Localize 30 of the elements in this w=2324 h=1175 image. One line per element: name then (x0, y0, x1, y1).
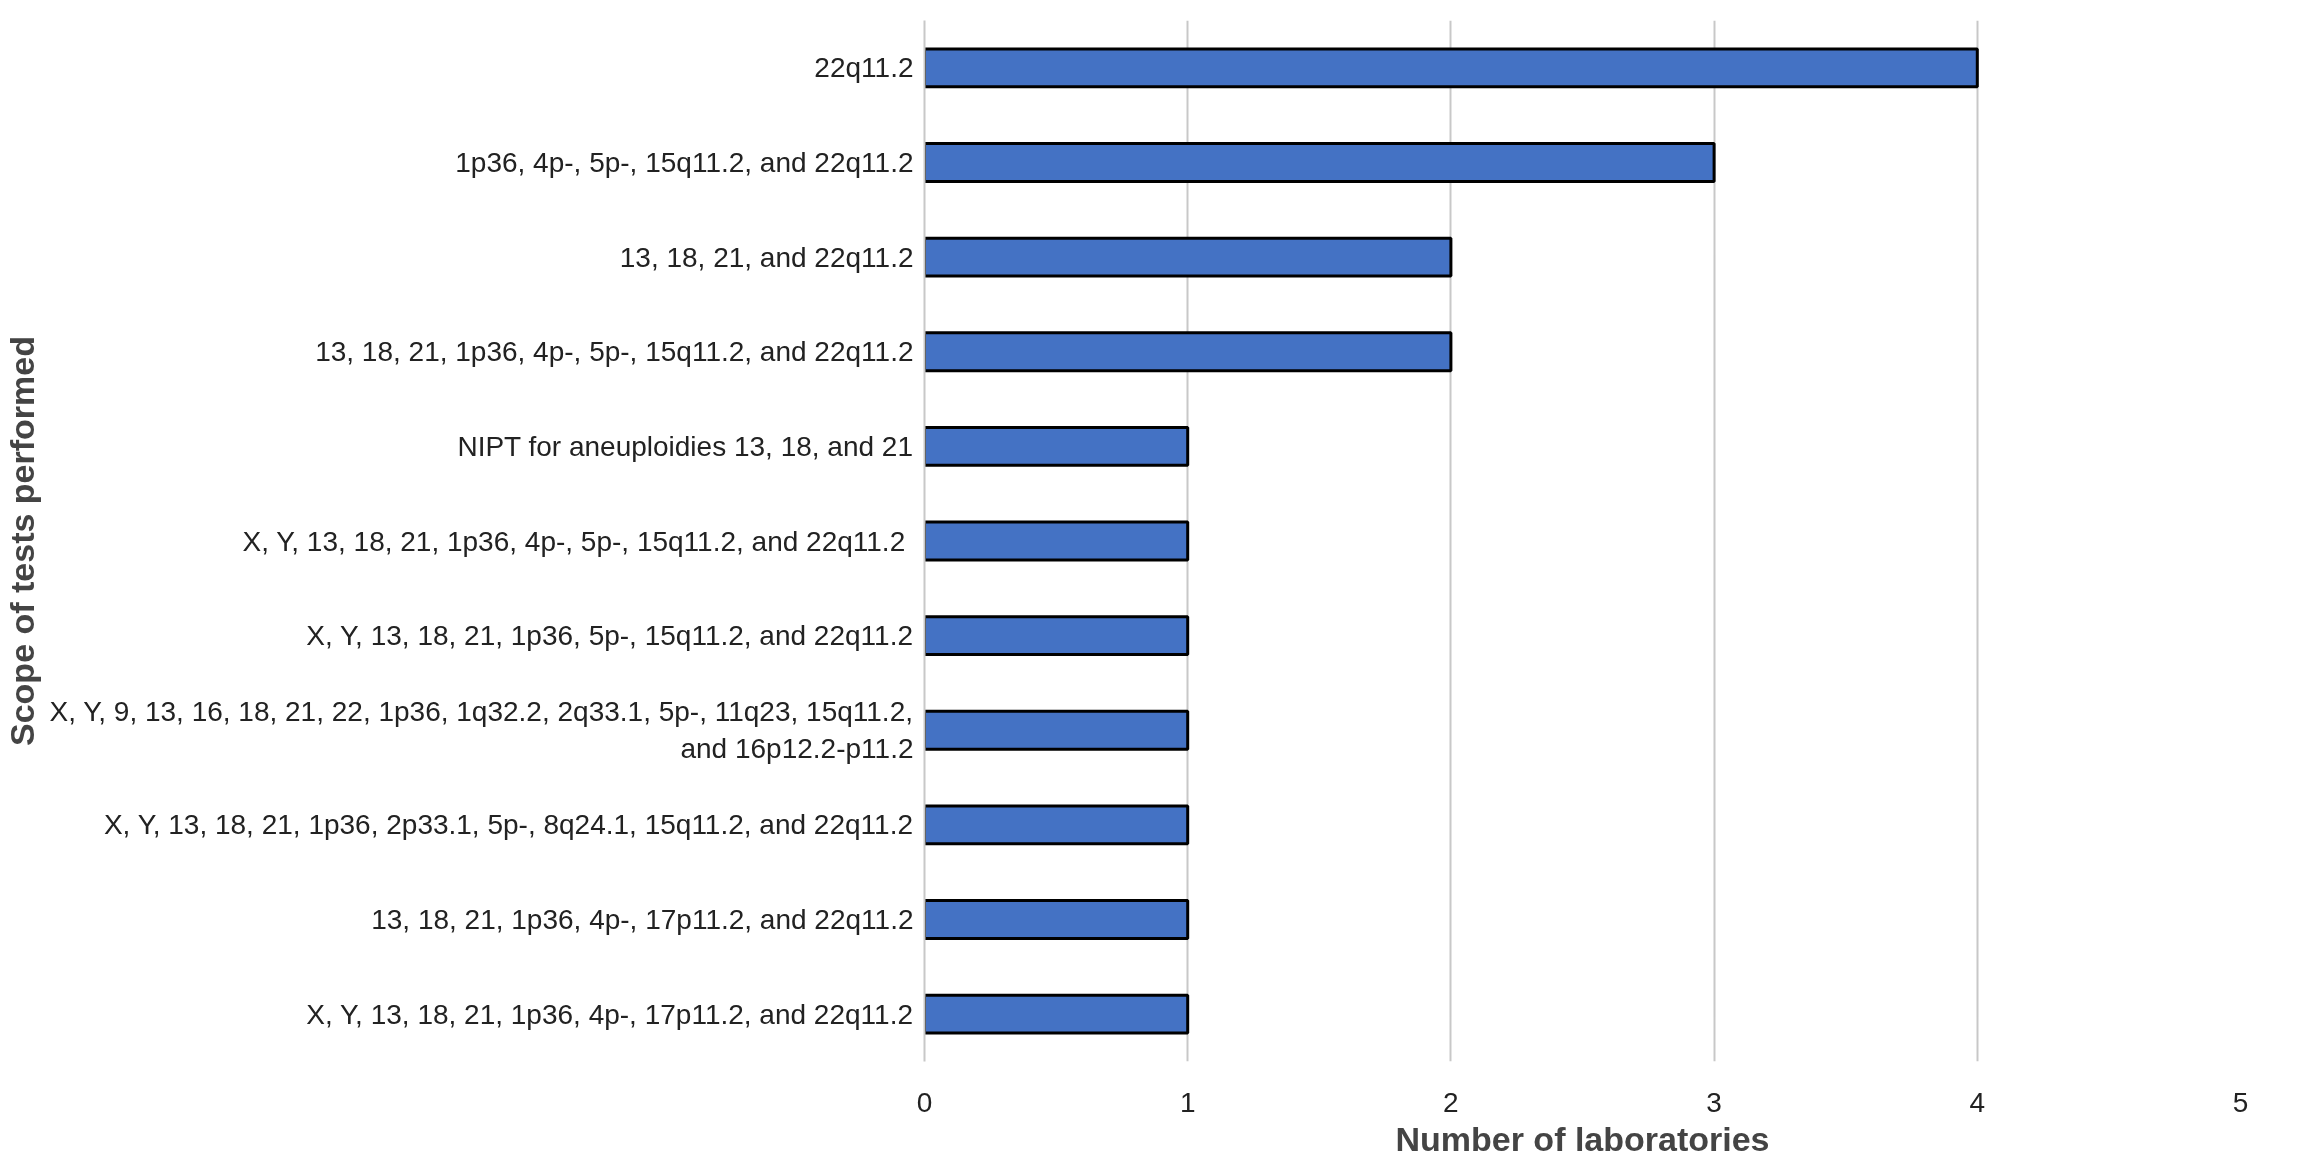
bar (924, 331, 1453, 373)
y-tick-label: X, Y, 13, 18, 21, 1p36, 2p33.1, 5p-, 8q24.1, 15q11.2, and 22q11.2 (103, 809, 913, 841)
x-tick-label: 1 (1179, 1086, 1196, 1118)
y-tick-label: X, Y, 9, 13, 16, 18, 21, 22, 1p36, 1q32.2, 2q33.1, 5p-, 11q23, 15q11.2, and 16p12.2-p11.2 (49, 696, 914, 765)
y-tick-label: 13, 18, 21, and 22q11.2 (619, 241, 914, 273)
bar (924, 520, 1190, 562)
bar (924, 47, 1979, 89)
x-tick-label: 5 (2232, 1086, 2249, 1118)
x-tick-label: 0 (916, 1086, 933, 1118)
bar (924, 615, 1190, 657)
y-tick-label: 1p36, 4p-, 5p-, 15q11.2, and 22q11.2 (455, 146, 914, 178)
x-tick-label: 4 (1969, 1086, 1986, 1118)
x-tick-label: 3 (1706, 1086, 1722, 1118)
y-tick-label: X, Y, 13, 18, 21, 1p36, 4p-, 17p11.2, and 22q11.2 (306, 998, 913, 1030)
bar (924, 899, 1190, 940)
bar (924, 142, 1716, 183)
y-tick-label: X, Y, 13, 18, 21, 1p36, 5p-, 15q11.2, and 22q11.2 (306, 620, 913, 652)
y-tick-label: 22q11.2 (814, 52, 914, 84)
bar (924, 709, 1190, 751)
x-axis-title: Number of laboratories (1395, 1119, 1770, 1158)
bar (924, 425, 1190, 467)
bar (924, 804, 1190, 846)
y-axis-title: Scope of tests performed (3, 336, 42, 746)
bar (924, 236, 1453, 278)
y-tick-label: NIPT for aneuploidies 13, 18, and 21 (457, 430, 913, 462)
x-tick-label: 2 (1443, 1086, 1459, 1118)
y-tick-label: 13, 18, 21, 1p36, 4p-, 17p11.2, and 22q11.2 (371, 904, 914, 936)
bar (924, 993, 1190, 1035)
y-tick-label: 13, 18, 21, 1p36, 4p-, 5p-, 15q11.2, and 22q11.2 (315, 336, 914, 368)
y-tick-label: X, Y, 13, 18, 21, 1p36, 4p-, 5p-, 15q11.2, and 22q11.2 (242, 525, 906, 557)
